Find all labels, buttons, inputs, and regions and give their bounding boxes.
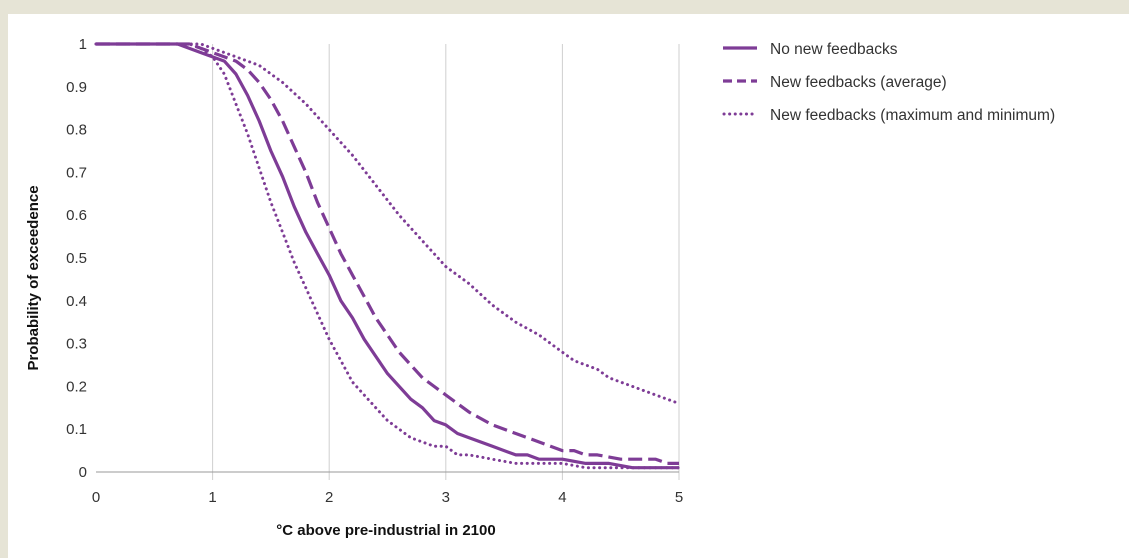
legend-label-dotted: New feedbacks (maximum and minimum) [770, 107, 1055, 124]
chart-panel [8, 14, 1129, 558]
legend-label-solid: No new feedbacks [770, 41, 898, 58]
y-tick-label: 0.7 [66, 164, 87, 181]
x-tick-label: 2 [325, 489, 333, 506]
y-tick-label: 0.6 [66, 207, 87, 224]
x-tick-label: 0 [92, 489, 100, 506]
x-axis-title: °C above pre-industrial in 2100 [276, 522, 495, 539]
series-line-dashed [96, 42, 679, 465]
y-tick-label: 0.8 [66, 122, 87, 139]
x-tick-label: 1 [208, 489, 216, 506]
legend-item-dotted: New feedbacks (maximum and minimum) [722, 107, 1055, 124]
series-line-dotted [94, 42, 681, 470]
y-tick-label: 0.9 [66, 79, 87, 96]
series-line-dotted [94, 42, 681, 405]
y-tick-label: 0.3 [66, 336, 87, 353]
x-tick-label: 4 [558, 489, 566, 506]
y-tick-label: 0.4 [66, 293, 87, 310]
y-tick-label: 0.2 [66, 378, 87, 395]
legend-item-dashed: New feedbacks (average) [723, 74, 947, 91]
grid-layer [212, 44, 680, 480]
legend: No new feedbacks New feedbacks (average)… [722, 41, 1055, 124]
x-tick-label: 3 [442, 489, 450, 506]
y-tick-label: 0 [79, 464, 87, 481]
legend-label-dashed: New feedbacks (average) [770, 74, 947, 91]
legend-item-solid: No new feedbacks [723, 41, 898, 58]
x-tick-label: 5 [675, 489, 683, 506]
y-tick-label: 0.5 [66, 250, 87, 267]
y-axis-title: Probability of exceedence [25, 185, 42, 370]
y-tick-labels: 0 0.1 0.2 0.3 0.4 0.5 0.6 0.7 0.8 0.9 1 [66, 36, 87, 481]
series-layer [94, 42, 681, 470]
y-tick-label: 0.1 [66, 421, 87, 438]
x-tick-labels: 0 1 2 3 4 5 [92, 489, 683, 506]
y-tick-label: 1 [79, 36, 87, 53]
series-line-solid [96, 42, 679, 470]
